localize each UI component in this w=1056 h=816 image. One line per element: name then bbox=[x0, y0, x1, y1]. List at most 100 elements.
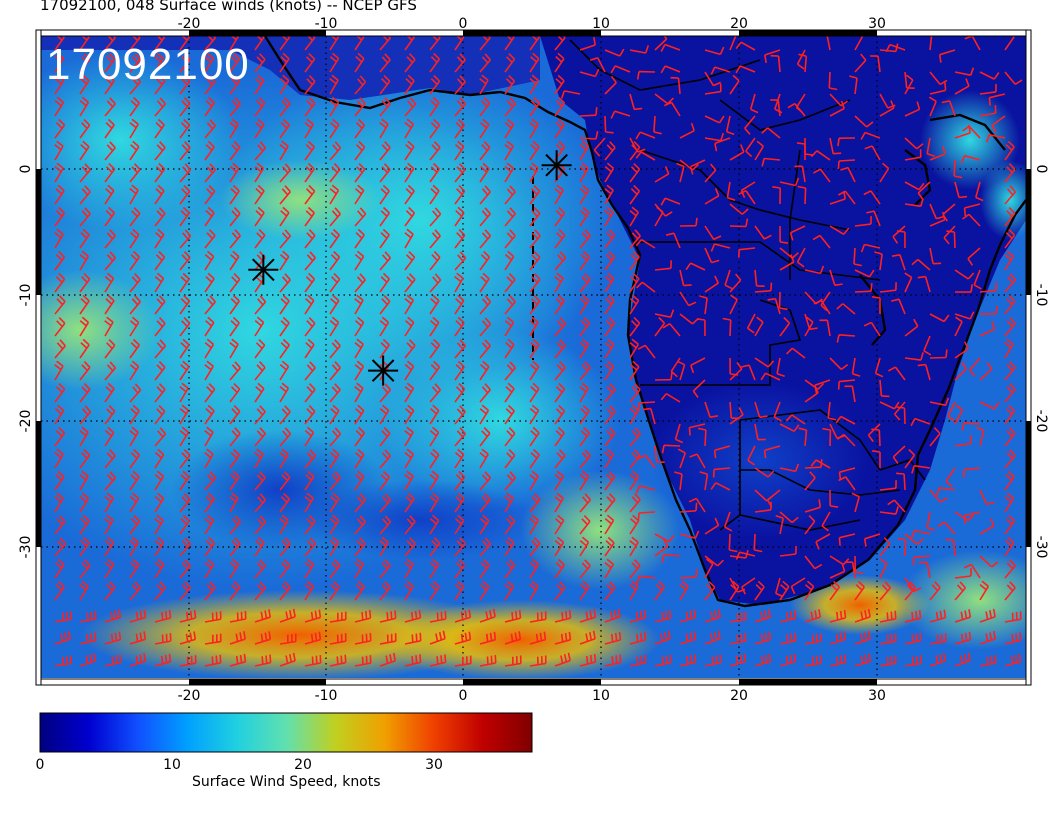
wind-barb bbox=[863, 190, 881, 205]
wind-barb bbox=[979, 555, 999, 568]
wind-barb bbox=[204, 250, 215, 271]
wind-barb bbox=[254, 536, 265, 557]
wind-barb bbox=[704, 630, 721, 645]
wind-barb bbox=[54, 631, 71, 645]
wind-barb bbox=[729, 357, 739, 376]
wind-barb bbox=[204, 471, 217, 491]
wind-barb bbox=[129, 96, 140, 117]
wind-barb bbox=[354, 515, 366, 535]
wind-barb bbox=[404, 492, 415, 513]
wind-barb bbox=[479, 272, 490, 293]
wind-barb bbox=[604, 581, 616, 601]
wind-barb bbox=[804, 609, 821, 623]
wind-barb bbox=[529, 338, 540, 359]
wind-barb bbox=[829, 609, 847, 623]
wind-barb bbox=[979, 362, 993, 381]
wind-barb bbox=[897, 537, 907, 557]
wind-barb bbox=[836, 334, 856, 343]
wind-barb bbox=[254, 382, 265, 403]
wind-barb bbox=[379, 515, 392, 535]
wind-barb bbox=[660, 197, 681, 206]
wind-barb bbox=[354, 537, 366, 557]
wind-barb bbox=[579, 515, 591, 535]
wind-barb bbox=[779, 580, 790, 601]
wind-barb bbox=[279, 250, 290, 271]
wind-barb bbox=[354, 655, 372, 667]
wind-barb bbox=[917, 181, 931, 200]
wind-barb bbox=[1004, 250, 1014, 271]
wind-barb bbox=[579, 162, 589, 183]
wind-barb bbox=[104, 229, 116, 249]
wind-barb bbox=[329, 184, 340, 205]
wind-barb bbox=[723, 511, 733, 532]
wind-barb bbox=[304, 537, 317, 557]
wind-barb bbox=[827, 401, 837, 421]
wind-barb bbox=[454, 163, 466, 183]
wind-barb bbox=[404, 360, 415, 381]
wind-barb bbox=[404, 273, 416, 293]
wind-barb bbox=[304, 294, 315, 315]
wind-barb bbox=[54, 426, 66, 447]
wind-barb bbox=[229, 250, 240, 271]
date-stamp: 17092100 bbox=[46, 40, 250, 89]
wind-barb bbox=[945, 538, 956, 557]
wind-barb bbox=[579, 206, 590, 227]
wind-barb bbox=[254, 515, 267, 535]
wind-barb bbox=[329, 404, 340, 425]
wind-barb bbox=[54, 558, 65, 579]
wind-barb bbox=[479, 631, 497, 645]
wind-barb bbox=[804, 499, 822, 513]
wind-barb bbox=[304, 206, 315, 227]
wind-barb bbox=[279, 448, 289, 469]
wind-barb bbox=[329, 272, 341, 293]
wind-barb bbox=[654, 316, 666, 337]
lon-tick-top: -10 bbox=[315, 16, 338, 32]
wind-barb bbox=[761, 157, 781, 167]
wind-barb bbox=[504, 404, 515, 425]
wind-barb bbox=[479, 360, 490, 381]
wind-barb bbox=[554, 74, 565, 95]
wind-barb bbox=[104, 449, 116, 469]
wind-barb bbox=[767, 297, 781, 315]
wind-barb bbox=[404, 580, 414, 601]
wind-barb bbox=[677, 448, 687, 469]
wind-barb bbox=[479, 514, 490, 535]
wind-barb bbox=[204, 206, 215, 227]
axis-bars bbox=[35, 29, 1032, 686]
wind-barb bbox=[604, 427, 616, 447]
wind-barb bbox=[179, 404, 189, 425]
wind-barb bbox=[679, 654, 697, 667]
wind-barb bbox=[54, 317, 66, 337]
wind-barb bbox=[689, 453, 706, 469]
wind-barb bbox=[635, 131, 656, 140]
wind-barb bbox=[279, 97, 291, 117]
wind-barb bbox=[579, 68, 600, 78]
wind-barb bbox=[579, 131, 599, 140]
wind-barb bbox=[429, 514, 440, 535]
wind-barb bbox=[129, 53, 142, 73]
wind-barb bbox=[829, 580, 841, 601]
wind-barb bbox=[204, 536, 216, 557]
wind-barb bbox=[104, 426, 115, 447]
wind-barb bbox=[761, 127, 781, 139]
wind-barb bbox=[329, 611, 347, 623]
wind-barb bbox=[963, 563, 981, 579]
wind-barb bbox=[704, 188, 720, 205]
wind-barb bbox=[676, 360, 686, 381]
wind-barb bbox=[204, 611, 222, 623]
wind-barb bbox=[779, 316, 791, 337]
wind-barb bbox=[304, 118, 314, 139]
wind-barb bbox=[629, 229, 641, 249]
colorbar-label: Surface Wind Speed, knots bbox=[192, 774, 381, 790]
wind-barb bbox=[529, 655, 547, 667]
wind-barb bbox=[154, 52, 164, 73]
wind-barb bbox=[917, 275, 931, 293]
wind-barb bbox=[529, 52, 540, 73]
wind-barb bbox=[129, 140, 140, 161]
wind-barb bbox=[929, 427, 941, 447]
wind-barb bbox=[815, 533, 831, 550]
wind-barb bbox=[798, 53, 808, 73]
wind-barb bbox=[379, 559, 391, 579]
wind-barb bbox=[879, 282, 897, 293]
wind-barb bbox=[254, 631, 272, 645]
